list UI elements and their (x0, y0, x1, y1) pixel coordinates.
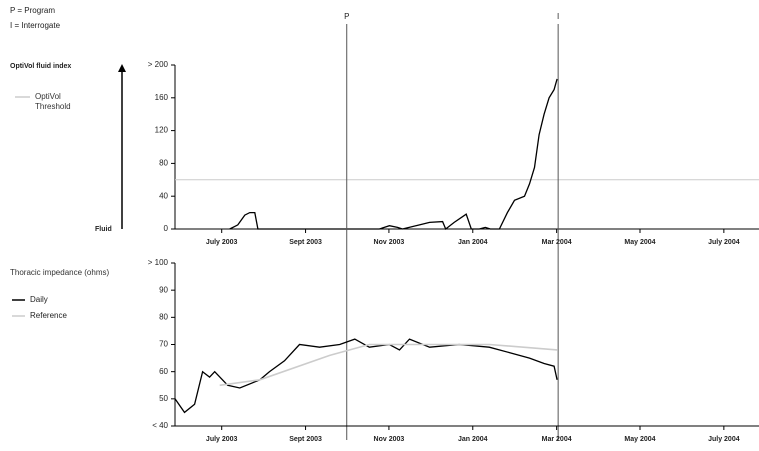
x-tick-label: Sept 2003 (289, 239, 322, 246)
y-tick-label: 160 (155, 93, 169, 102)
y-tick-label: 90 (159, 285, 168, 294)
event-label: P (344, 12, 349, 21)
x-tick-label: July 2004 (708, 239, 740, 246)
y-tick-label: 60 (159, 367, 168, 376)
y-tick-label: > 200 (148, 60, 169, 69)
y-axis-title: Thoracic impedance (ohms) (10, 268, 110, 277)
legend-label: Reference (30, 311, 67, 320)
y-tick-label: 80 (159, 159, 168, 168)
y-tick-label: 40 (159, 191, 168, 200)
y-tick-label: > 100 (148, 258, 169, 267)
x-tick-label: July 2004 (708, 436, 740, 443)
key-entry: I = Interrogate (10, 21, 61, 30)
x-tick-label: Nov 2003 (374, 436, 405, 443)
x-tick-label: May 2004 (624, 436, 655, 443)
x-tick-label: Jan 2004 (458, 436, 488, 443)
x-tick-label: Sept 2003 (289, 436, 322, 443)
x-tick-label: May 2004 (624, 239, 655, 246)
y-tick-label: 50 (159, 394, 168, 403)
data-line (229, 78, 558, 231)
x-tick-label: Mar 2004 (542, 436, 572, 443)
event-label: I (557, 12, 559, 21)
x-tick-label: July 2003 (206, 436, 238, 443)
x-tick-label: July 2003 (206, 239, 238, 246)
key-entry: P = Program (10, 6, 55, 15)
y-tick-label: < 40 (152, 421, 168, 430)
y-tick-label: 120 (155, 126, 169, 135)
x-tick-label: Jan 2004 (458, 239, 488, 246)
y-tick-label: 0 (164, 224, 169, 233)
data-line (219, 343, 558, 387)
y-axis-title: OptiVol fluid index (10, 63, 71, 70)
x-tick-label: Nov 2003 (374, 239, 405, 246)
legend-label: Daily (30, 295, 48, 304)
baseline-label: Fluid (95, 226, 112, 233)
y-tick-label: 80 (159, 312, 168, 321)
x-tick-label: Mar 2004 (542, 239, 572, 246)
threshold-legend: OptiVol Threshold (35, 92, 71, 111)
arrow-head (118, 64, 126, 72)
data-line (174, 338, 558, 414)
y-tick-label: 70 (159, 340, 168, 349)
